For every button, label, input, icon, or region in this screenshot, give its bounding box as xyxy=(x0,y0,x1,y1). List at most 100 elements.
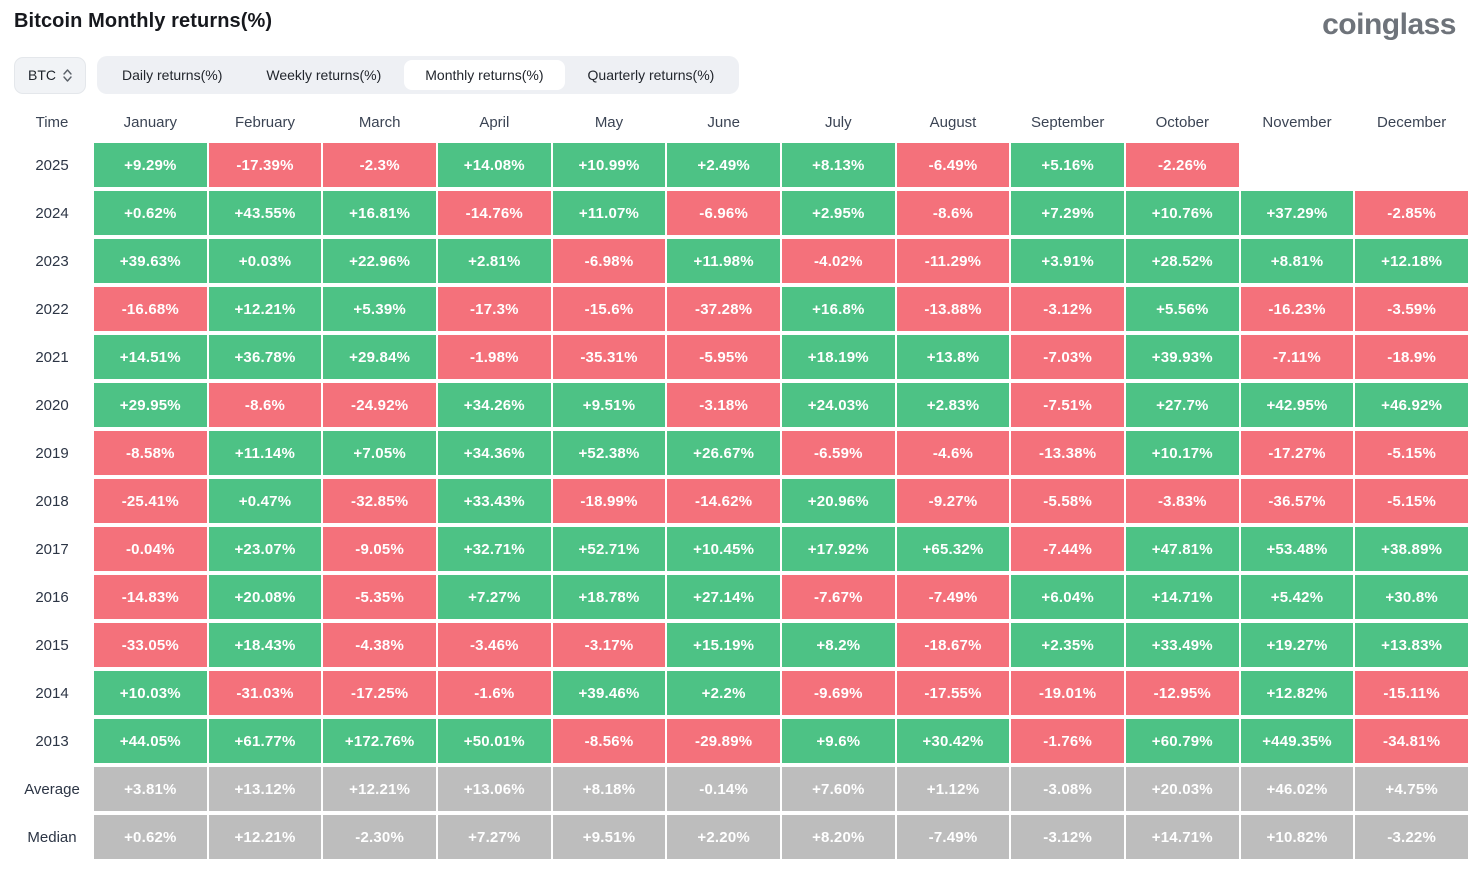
tab-monthly-returns[interactable]: Monthly returns(%) xyxy=(404,59,565,91)
return-cell: +10.45% xyxy=(667,527,780,571)
return-cell: -7.11% xyxy=(1240,335,1354,379)
return-cell: +47.81% xyxy=(1125,527,1239,571)
return-cell: +14.51% xyxy=(94,335,207,379)
return-cell: +7.60% xyxy=(781,767,895,811)
return-cell: -9.27% xyxy=(896,479,1010,523)
return-cell: -3.12% xyxy=(1011,287,1124,331)
return-cell: +20.96% xyxy=(781,479,895,523)
return-cell: +10.76% xyxy=(1125,191,1239,235)
return-cell: +10.82% xyxy=(1240,815,1354,859)
return-cell: +30.42% xyxy=(896,719,1010,763)
row-label-2023: 2023 xyxy=(35,252,69,270)
column-header-june: June xyxy=(707,113,740,131)
return-cell: +11.98% xyxy=(667,239,780,283)
return-cell: +4.75% xyxy=(1355,767,1468,811)
return-cell: +172.76% xyxy=(323,719,436,763)
return-cell: +0.62% xyxy=(94,191,207,235)
return-cell: +2.81% xyxy=(437,239,551,283)
tab-quarterly-returns[interactable]: Quarterly returns(%) xyxy=(587,66,715,83)
return-cell: -5.95% xyxy=(667,335,780,379)
return-cell: +20.08% xyxy=(208,575,322,619)
return-cell: +42.95% xyxy=(1240,383,1354,427)
return-cell: +36.78% xyxy=(208,335,322,379)
return-cell: +7.29% xyxy=(1011,191,1124,235)
return-cell: +12.21% xyxy=(208,815,322,859)
row-label-2018: 2018 xyxy=(35,492,69,510)
return-cell: -4.02% xyxy=(781,239,895,283)
return-cell: +16.8% xyxy=(781,287,895,331)
row-label-median: Median xyxy=(27,828,77,846)
column-header-september: September xyxy=(1030,113,1105,131)
page-title: Bitcoin Monthly returns(%) xyxy=(14,10,273,32)
return-cell: +7.27% xyxy=(437,575,551,619)
return-cell: -36.57% xyxy=(1240,479,1354,523)
column-header-february: February xyxy=(234,113,295,131)
return-cell: +0.03% xyxy=(208,239,322,283)
return-cell: -15.11% xyxy=(1355,671,1468,715)
column-header-time: Time xyxy=(35,113,69,131)
return-cell: -1.98% xyxy=(437,335,551,379)
return-cell: +2.83% xyxy=(896,383,1010,427)
tab-weekly-returns[interactable]: Weekly returns(%) xyxy=(266,66,382,83)
return-cell: +14.08% xyxy=(437,143,551,187)
column-header-november: November xyxy=(1262,113,1332,131)
return-cell: +34.26% xyxy=(437,383,551,427)
return-cell: -37.28% xyxy=(667,287,780,331)
return-cell: -1.6% xyxy=(437,671,551,715)
return-cell: +65.32% xyxy=(896,527,1010,571)
return-cell: +39.93% xyxy=(1125,335,1239,379)
return-cell: +8.81% xyxy=(1240,239,1354,283)
return-cell: +5.16% xyxy=(1011,143,1124,187)
row-label-2015: 2015 xyxy=(35,636,69,654)
return-cell: -2.85% xyxy=(1355,191,1468,235)
row-label-2021: 2021 xyxy=(35,348,69,366)
row-label-2016: 2016 xyxy=(35,588,69,606)
return-cell: +13.06% xyxy=(437,767,551,811)
coinglass-logo[interactable]: coinglass xyxy=(1322,8,1456,41)
return-cell: -17.3% xyxy=(437,287,551,331)
return-cell: +12.21% xyxy=(208,287,322,331)
return-cell: +10.99% xyxy=(552,143,666,187)
return-cell: +12.18% xyxy=(1355,239,1468,283)
return-cell: -31.03% xyxy=(208,671,322,715)
column-header-october: October xyxy=(1155,113,1209,131)
column-header-april: April xyxy=(479,113,510,131)
return-cell: +0.62% xyxy=(94,815,207,859)
return-cell: -7.49% xyxy=(896,815,1010,859)
return-cell: +39.63% xyxy=(94,239,207,283)
return-cell: +16.81% xyxy=(323,191,436,235)
return-cell: -18.9% xyxy=(1355,335,1468,379)
return-cell: +5.39% xyxy=(323,287,436,331)
return-cell: -19.01% xyxy=(1011,671,1124,715)
return-cell: -17.27% xyxy=(1240,431,1354,475)
return-cell: +17.92% xyxy=(781,527,895,571)
return-cell: +46.02% xyxy=(1240,767,1354,811)
coin-selector[interactable]: BTC xyxy=(14,56,86,94)
return-cell: -24.92% xyxy=(323,383,436,427)
return-cell: -33.05% xyxy=(94,623,207,667)
return-cell: -8.58% xyxy=(94,431,207,475)
return-cell: -7.67% xyxy=(781,575,895,619)
returns-tab-bar: Daily returns(%) Weekly returns(%) Monthly… xyxy=(97,56,740,94)
return-cell: +7.05% xyxy=(323,431,436,475)
return-cell: +23.07% xyxy=(208,527,322,571)
return-cell: +50.01% xyxy=(437,719,551,763)
return-cell: +2.49% xyxy=(667,143,780,187)
return-cell: +5.56% xyxy=(1125,287,1239,331)
return-cell: -9.05% xyxy=(323,527,436,571)
return-cell: -3.59% xyxy=(1355,287,1468,331)
row-label-2024: 2024 xyxy=(35,204,69,222)
return-cell: +3.91% xyxy=(1011,239,1124,283)
return-cell: +14.71% xyxy=(1125,815,1239,859)
return-cell: +18.78% xyxy=(552,575,666,619)
return-cell: -5.35% xyxy=(323,575,436,619)
return-cell: +10.17% xyxy=(1125,431,1239,475)
row-label-2022: 2022 xyxy=(35,300,69,318)
return-cell: +61.77% xyxy=(208,719,322,763)
updown-arrows-icon xyxy=(63,68,72,82)
return-cell: +15.19% xyxy=(667,623,780,667)
tab-daily-returns[interactable]: Daily returns(%) xyxy=(122,66,223,83)
return-cell: +2.95% xyxy=(781,191,895,235)
return-cell: -3.83% xyxy=(1125,479,1239,523)
return-cell: -14.62% xyxy=(667,479,780,523)
